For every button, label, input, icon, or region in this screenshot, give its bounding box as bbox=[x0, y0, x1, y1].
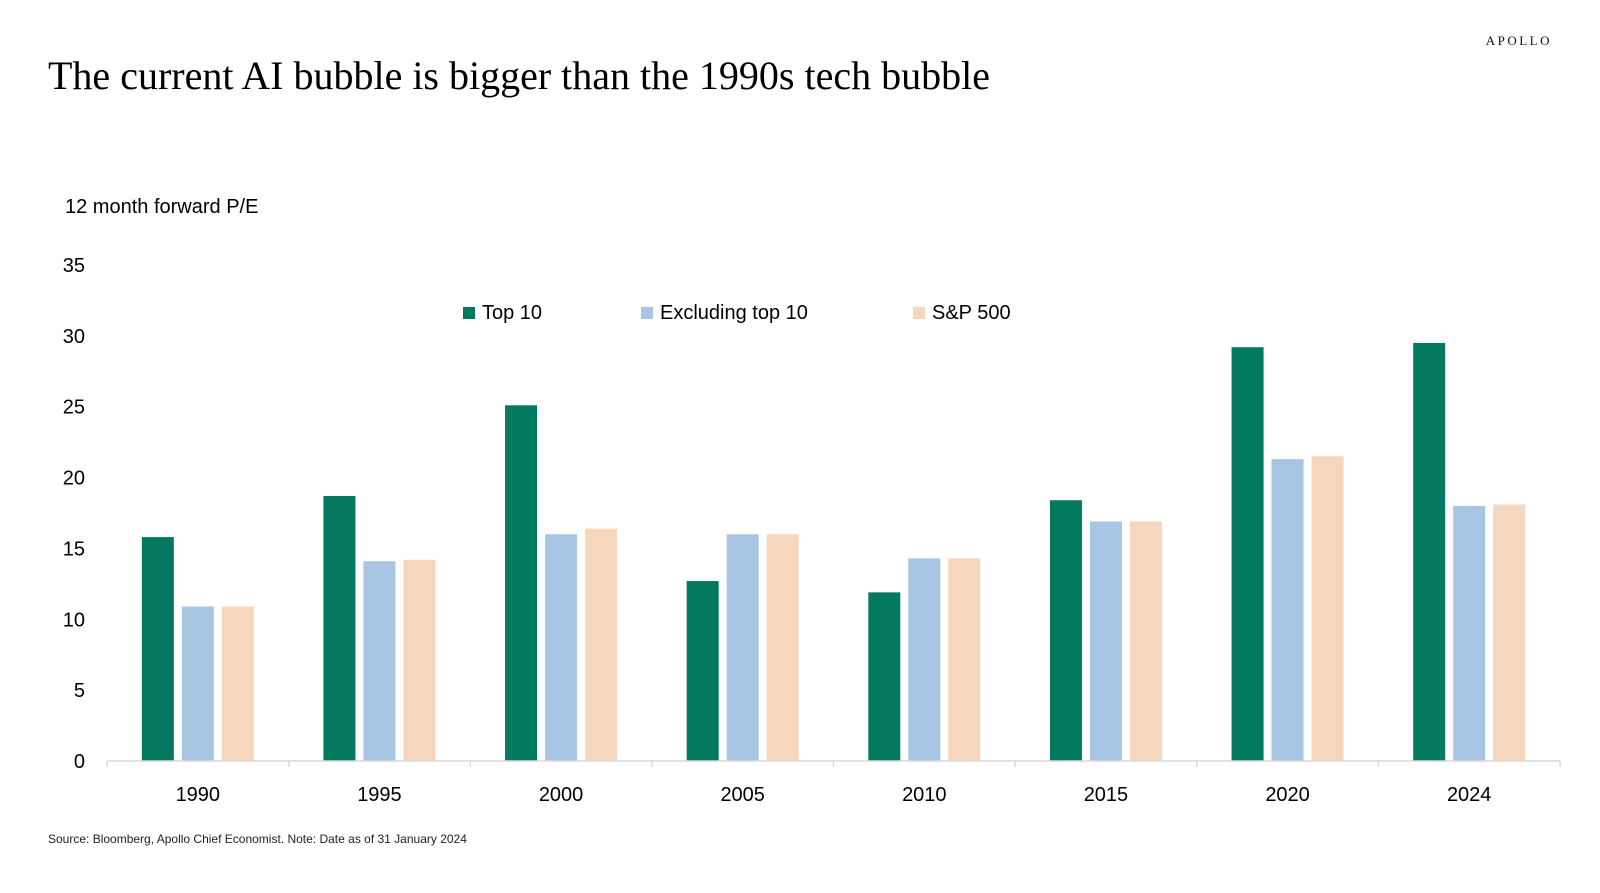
bar bbox=[363, 561, 396, 761]
legend-item: S&P 500 bbox=[913, 302, 1011, 324]
x-axis bbox=[106, 760, 1561, 767]
bar-series-1 bbox=[181, 459, 1486, 761]
bar bbox=[1311, 456, 1344, 761]
source-note: Source: Bloomberg, Apollo Chief Economis… bbox=[48, 832, 467, 846]
bar bbox=[585, 528, 618, 761]
bar bbox=[726, 534, 759, 761]
brand-logo: APOLLO bbox=[1485, 33, 1552, 48]
bar-series-2 bbox=[221, 456, 1526, 761]
y-tick-label: 20 bbox=[63, 468, 85, 490]
x-tick-label: 2010 bbox=[902, 784, 947, 806]
y-axis-ticks: 0 5 10 15 20 25 30 35 bbox=[63, 255, 85, 773]
chart-title: The current AI bubble is bigger than the… bbox=[48, 53, 990, 98]
bar bbox=[323, 495, 356, 761]
y-axis-label: 12 month forward P/E bbox=[65, 196, 259, 218]
bar bbox=[1231, 347, 1264, 761]
legend-swatch bbox=[641, 307, 653, 319]
y-tick-label: 30 bbox=[63, 326, 85, 348]
legend-label: Top 10 bbox=[482, 302, 542, 324]
x-axis-labels: 1990 1995 2000 2005 2010 2015 2020 2024 bbox=[176, 784, 1492, 806]
bar bbox=[686, 581, 719, 761]
bar bbox=[948, 558, 981, 761]
bar bbox=[1049, 500, 1082, 761]
x-tick-label: 2005 bbox=[720, 784, 765, 806]
bar bbox=[1271, 459, 1304, 761]
x-tick-label: 2024 bbox=[1447, 784, 1492, 806]
legend-label: S&P 500 bbox=[932, 302, 1011, 324]
legend-swatch bbox=[913, 307, 925, 319]
legend: Top 10 Excluding top 10 S&P 500 bbox=[463, 302, 1011, 324]
bar bbox=[221, 606, 254, 761]
bar bbox=[766, 534, 799, 761]
y-tick-label: 10 bbox=[63, 609, 85, 631]
x-tick-label: 1990 bbox=[176, 784, 221, 806]
bar bbox=[1453, 505, 1486, 761]
y-tick-label: 15 bbox=[63, 538, 85, 560]
legend-item: Excluding top 10 bbox=[641, 302, 808, 324]
bar bbox=[1129, 521, 1162, 761]
x-tick-label: 1995 bbox=[357, 784, 402, 806]
y-tick-label: 35 bbox=[63, 255, 85, 277]
bar-series-group bbox=[141, 342, 1526, 761]
legend-swatch bbox=[463, 307, 475, 319]
y-tick-label: 0 bbox=[74, 751, 85, 773]
bar bbox=[545, 534, 578, 761]
bar bbox=[181, 606, 214, 761]
legend-item: Top 10 bbox=[463, 302, 542, 324]
x-tick-label: 2015 bbox=[1084, 784, 1129, 806]
x-tick-label: 2000 bbox=[539, 784, 584, 806]
bar bbox=[908, 558, 941, 761]
bar bbox=[141, 537, 174, 761]
y-tick-label: 5 bbox=[74, 680, 85, 702]
bar bbox=[1089, 521, 1122, 761]
y-tick-label: 25 bbox=[63, 397, 85, 419]
legend-label: Excluding top 10 bbox=[660, 302, 808, 324]
bar-series-0 bbox=[141, 342, 1446, 761]
bar bbox=[403, 559, 436, 761]
bar bbox=[868, 592, 901, 761]
bar bbox=[505, 405, 538, 761]
x-tick-label: 2020 bbox=[1265, 784, 1310, 806]
bar bbox=[1413, 342, 1446, 761]
bar bbox=[1493, 504, 1526, 761]
